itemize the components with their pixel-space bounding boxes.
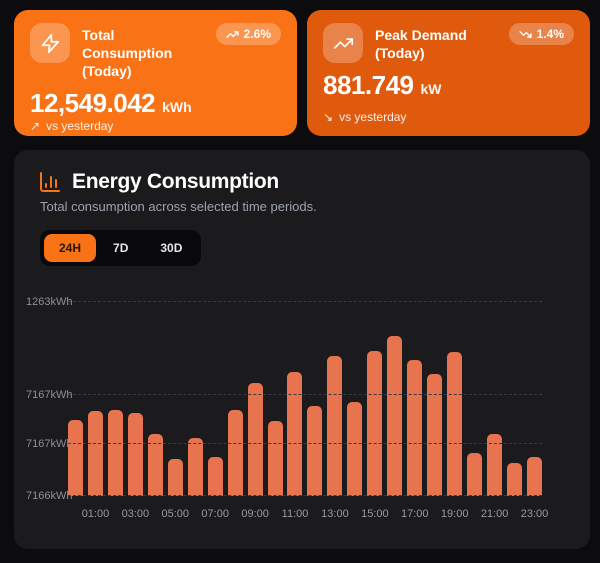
bar-06:00[interactable] (187, 438, 203, 496)
card-header: Total Consumption (Today) 2.6% (30, 23, 281, 81)
x-tick-label: 01:00 (81, 508, 110, 520)
footer-text: vs yesterday (339, 110, 407, 124)
stat-title: Peak Demand (Today) (375, 27, 467, 62)
trend-badge: 1.4% (508, 23, 574, 45)
x-tick-label: 17:00 (400, 508, 429, 520)
bar-07:00[interactable] (207, 457, 223, 496)
x-tick-label: 11:00 (281, 508, 309, 520)
trending-down-icon (519, 30, 532, 38)
chart-header: Energy Consumption (38, 170, 566, 194)
bar-04:00[interactable] (147, 434, 163, 496)
stat-value-row: 12,549.042 kWh (30, 88, 281, 119)
bar-13:00[interactable] (327, 356, 343, 496)
plot-region (68, 301, 542, 496)
bar-18:00[interactable] (427, 374, 443, 496)
x-tick-label: 15:00 (361, 508, 389, 520)
bar-00:00[interactable] (68, 420, 83, 496)
bar-21:00[interactable] (487, 434, 503, 496)
stat-unit: kWh (162, 98, 192, 115)
x-axis: 01:00 03:00 05:00 07:00 09:00 11:00 13:00 15:00… (68, 504, 549, 520)
chart-title: Energy Consumption (72, 170, 279, 193)
trending-up-icon (226, 30, 239, 38)
bar-02:00[interactable] (107, 410, 123, 496)
tab-24h[interactable]: 24H (44, 234, 97, 262)
bar-23:00[interactable] (526, 457, 542, 496)
bar-12:00[interactable] (307, 406, 323, 496)
chart-subtitle: Total consumption across selected time p… (40, 199, 317, 214)
x-tick-label: 19:00 (440, 508, 469, 520)
bar-03:00[interactable] (127, 413, 143, 496)
time-range-tabs: 24H 7D 30D (40, 230, 202, 266)
trend-badge: 2.6% (215, 23, 281, 45)
tab-7d[interactable]: 7D (98, 234, 143, 262)
bar-10:00[interactable] (267, 421, 283, 496)
stat-value-row: 881.749 kW (323, 70, 574, 101)
bar-chart: 01:00 03:00 05:00 07:00 09:00 11:00 13:00 15:00… (26, 292, 566, 520)
x-tick-label: 09:00 (241, 508, 269, 520)
stat-unit: kW (420, 81, 442, 97)
y-tick-label: 7166kWh (26, 490, 73, 502)
stat-value: 12,549.042 (30, 87, 156, 118)
y-tick-label: 7167kWh (26, 388, 73, 401)
bar-14:00[interactable] (347, 402, 363, 496)
stat-footer: ↗ vs yesterday (30, 119, 281, 133)
gridline (68, 443, 542, 445)
stat-title: Total Consumption (Today) (82, 27, 173, 80)
bar-19:00[interactable] (447, 352, 463, 496)
zap-icon (30, 23, 70, 63)
x-tick-label: 23:00 (520, 508, 549, 520)
x-tick-label: 07:00 (201, 508, 229, 520)
tab-30d[interactable]: 30D (145, 234, 197, 262)
gridline (68, 495, 542, 496)
y-tick-label: 1263kWh (26, 296, 73, 308)
gridline (68, 301, 542, 302)
bar-11:00[interactable] (287, 372, 303, 496)
card-header: Peak Demand (Today) 1.4% (323, 23, 574, 63)
y-tick-label: 7167kWh (26, 438, 73, 451)
bar-09:00[interactable] (247, 383, 263, 496)
bar-20:00[interactable] (467, 453, 483, 496)
x-tick-label: 05:00 (161, 508, 190, 520)
footer-text: vs yesterday (46, 118, 114, 133)
x-tick-label: 21:00 (480, 508, 509, 520)
x-tick-label: 03:00 (121, 508, 150, 520)
chart-column-icon (40, 172, 60, 192)
stat-value: 881.749 (323, 70, 414, 100)
bar-01:00[interactable] (87, 411, 103, 496)
x-tick-label: 13:00 (321, 508, 349, 520)
stat-footer: ↘ vs yesterday (323, 110, 574, 124)
bar-05:00[interactable] (167, 459, 183, 496)
bar-15:00[interactable] (367, 351, 383, 496)
arrow-up-right-icon: ↗ (30, 118, 41, 133)
bar-17:00[interactable] (407, 360, 423, 496)
gridline (68, 393, 542, 395)
peak-demand-card: Peak Demand (Today) 1.4% 881.749 kW ↘ vs… (307, 10, 590, 136)
bar-16:00[interactable] (387, 336, 403, 496)
badge-value: 2.6% (243, 27, 271, 41)
energy-consumption-card: Energy Consumption Total consumption acr… (14, 150, 590, 549)
stats-row: Total Consumption (Today) 2.6% 12,549.04… (0, 0, 600, 136)
arrow-down-right-icon: ↘ (323, 110, 334, 124)
bar-plot (68, 302, 542, 496)
bar-22:00[interactable] (506, 463, 522, 496)
trending-up-icon (323, 23, 363, 63)
badge-value: 1.4% (536, 27, 564, 41)
bar-08:00[interactable] (227, 410, 243, 496)
total-consumption-card: Total Consumption (Today) 2.6% 12,549.04… (14, 10, 297, 136)
